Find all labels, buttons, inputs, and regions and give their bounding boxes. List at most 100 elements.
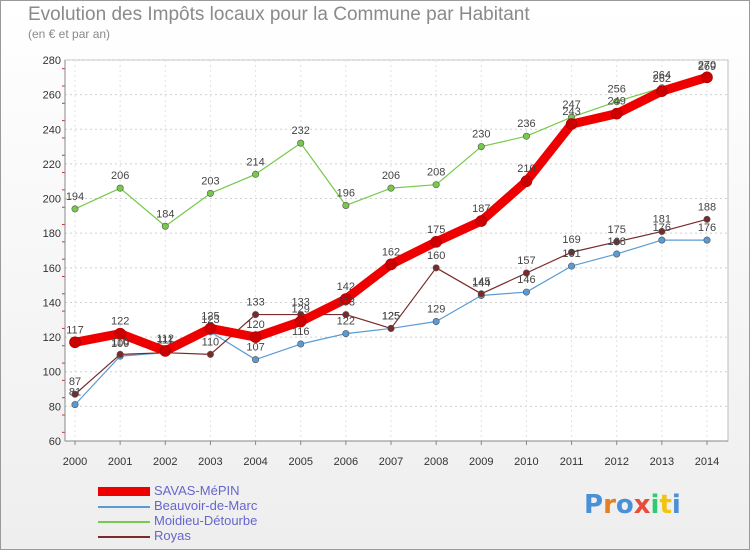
y-tick-label: 80 (49, 401, 61, 413)
data-label-savas: 122 (111, 316, 129, 328)
data-point-royas (252, 311, 260, 319)
x-tick-label: 2007 (379, 456, 403, 468)
data-point-moidieu (161, 222, 169, 230)
logo-letter: t (659, 490, 672, 520)
logo-letter: o (615, 490, 634, 520)
data-point-savas (204, 322, 217, 335)
logo-letter: i (671, 490, 681, 520)
x-tick-label: 2001 (108, 456, 132, 468)
data-label-beauvoir: 146 (517, 274, 535, 286)
data-point-beauvoir (658, 236, 666, 244)
data-label-savas: 129 (292, 304, 310, 316)
data-point-savas (294, 315, 307, 328)
data-point-beauvoir (252, 356, 260, 364)
data-label-savas: 120 (246, 319, 264, 331)
data-label-royas: 145 (472, 276, 490, 288)
y-tick-label: 120 (43, 332, 61, 344)
data-point-beauvoir (297, 340, 305, 348)
logo-letter: P (584, 490, 604, 520)
data-point-moidieu (252, 170, 260, 178)
x-tick-label: 2011 (560, 456, 584, 468)
data-point-savas (69, 336, 81, 349)
series-lines (69, 71, 713, 409)
data-point-royas (206, 350, 214, 358)
x-tick-label: 2006 (334, 456, 358, 468)
data-label-savas: 210 (517, 163, 535, 175)
data-point-moidieu (522, 132, 530, 140)
data-label-royas: 188 (698, 201, 716, 213)
legend-label-moidieu: Moidieu-Détourbe (154, 513, 258, 528)
data-point-moidieu (297, 139, 305, 147)
data-label-royas: 111 (157, 335, 174, 347)
data-point-royas (613, 238, 621, 246)
data-point-savas (656, 85, 668, 97)
data-label-beauvoir: 123 (201, 314, 219, 326)
data-label-royas: 175 (608, 224, 626, 236)
chart-subtitle: (en € et par an) (28, 27, 111, 41)
x-tick-label: 2005 (288, 456, 312, 468)
y-tick-label: 280 (43, 55, 61, 67)
legend-swatch-moidieu (98, 521, 150, 523)
data-label-beauvoir: 125 (382, 310, 400, 322)
data-label-savas: 142 (337, 281, 355, 293)
data-label-royas: 87 (69, 376, 81, 388)
data-label-royas: 133 (246, 297, 264, 309)
data-label-moidieu: 208 (427, 167, 445, 179)
data-point-moidieu (387, 184, 395, 192)
logo-letter: r (603, 490, 616, 520)
data-point-savas (520, 175, 533, 188)
data-point-royas (387, 324, 395, 332)
proxiti-logo: Proxiti (584, 490, 681, 520)
data-label-moidieu: 206 (111, 170, 129, 182)
data-label-moidieu: 230 (472, 129, 490, 141)
data-label-beauvoir: 144 (472, 278, 490, 290)
data-label-savas: 249 (608, 96, 626, 108)
data-point-moidieu (432, 181, 440, 189)
data-label-beauvoir: 161 (562, 248, 580, 260)
data-label-moidieu: 194 (66, 191, 84, 203)
data-point-royas (658, 227, 666, 235)
data-label-moidieu: 269 (698, 61, 716, 73)
x-tick-label: 2009 (469, 456, 493, 468)
data-point-savas (249, 331, 262, 343)
y-tick-label: 260 (43, 90, 61, 102)
legend-label-savas: SAVAS-MéPIN (154, 483, 240, 498)
x-tick-label: 2004 (243, 456, 267, 468)
data-point-savas (610, 107, 623, 120)
data-point-savas (701, 71, 713, 84)
data-label-savas: 187 (472, 203, 490, 215)
chart-title: Evolution des Impôts locaux pour la Comm… (28, 4, 530, 25)
data-label-royas: 133 (337, 297, 355, 309)
data-label-beauvoir: 176 (653, 222, 671, 234)
data-label-royas: 125 (382, 310, 400, 322)
legend-label-beauvoir: Beauvoir-de-Marc (154, 498, 258, 513)
data-label-beauvoir: 176 (698, 222, 716, 234)
data-point-moidieu (206, 189, 214, 197)
data-label-beauvoir: 109 (111, 338, 129, 350)
y-tick-label: 180 (43, 228, 61, 240)
data-label-moidieu: 264 (653, 70, 671, 82)
data-label-beauvoir: 168 (608, 236, 626, 248)
data-label-moidieu: 206 (382, 170, 400, 182)
data-point-beauvoir (613, 250, 621, 258)
data-point-savas (385, 258, 397, 271)
data-label-royas: 169 (562, 234, 580, 246)
y-tick-label: 220 (43, 159, 61, 171)
data-point-savas (159, 345, 172, 357)
data-label-beauvoir: 129 (427, 304, 445, 316)
axes: 60 80 100 120 140 160 180 200 220 240 260 280 2000 20… (43, 55, 728, 468)
data-point-moidieu (477, 143, 485, 151)
data-label-savas: 162 (382, 246, 400, 258)
x-tick-label: 2010 (514, 456, 538, 468)
data-label-beauvoir: 122 (337, 316, 355, 328)
legend-label-royas: Royas (154, 528, 191, 543)
data-point-moidieu (71, 205, 79, 213)
x-tick-label: 2002 (153, 456, 177, 468)
legend-swatch-savas (98, 487, 150, 496)
x-tick-label: 2000 (63, 456, 87, 468)
data-label-royas: 160 (427, 250, 445, 262)
data-point-royas (477, 290, 485, 298)
legend-swatch-royas (98, 536, 150, 538)
